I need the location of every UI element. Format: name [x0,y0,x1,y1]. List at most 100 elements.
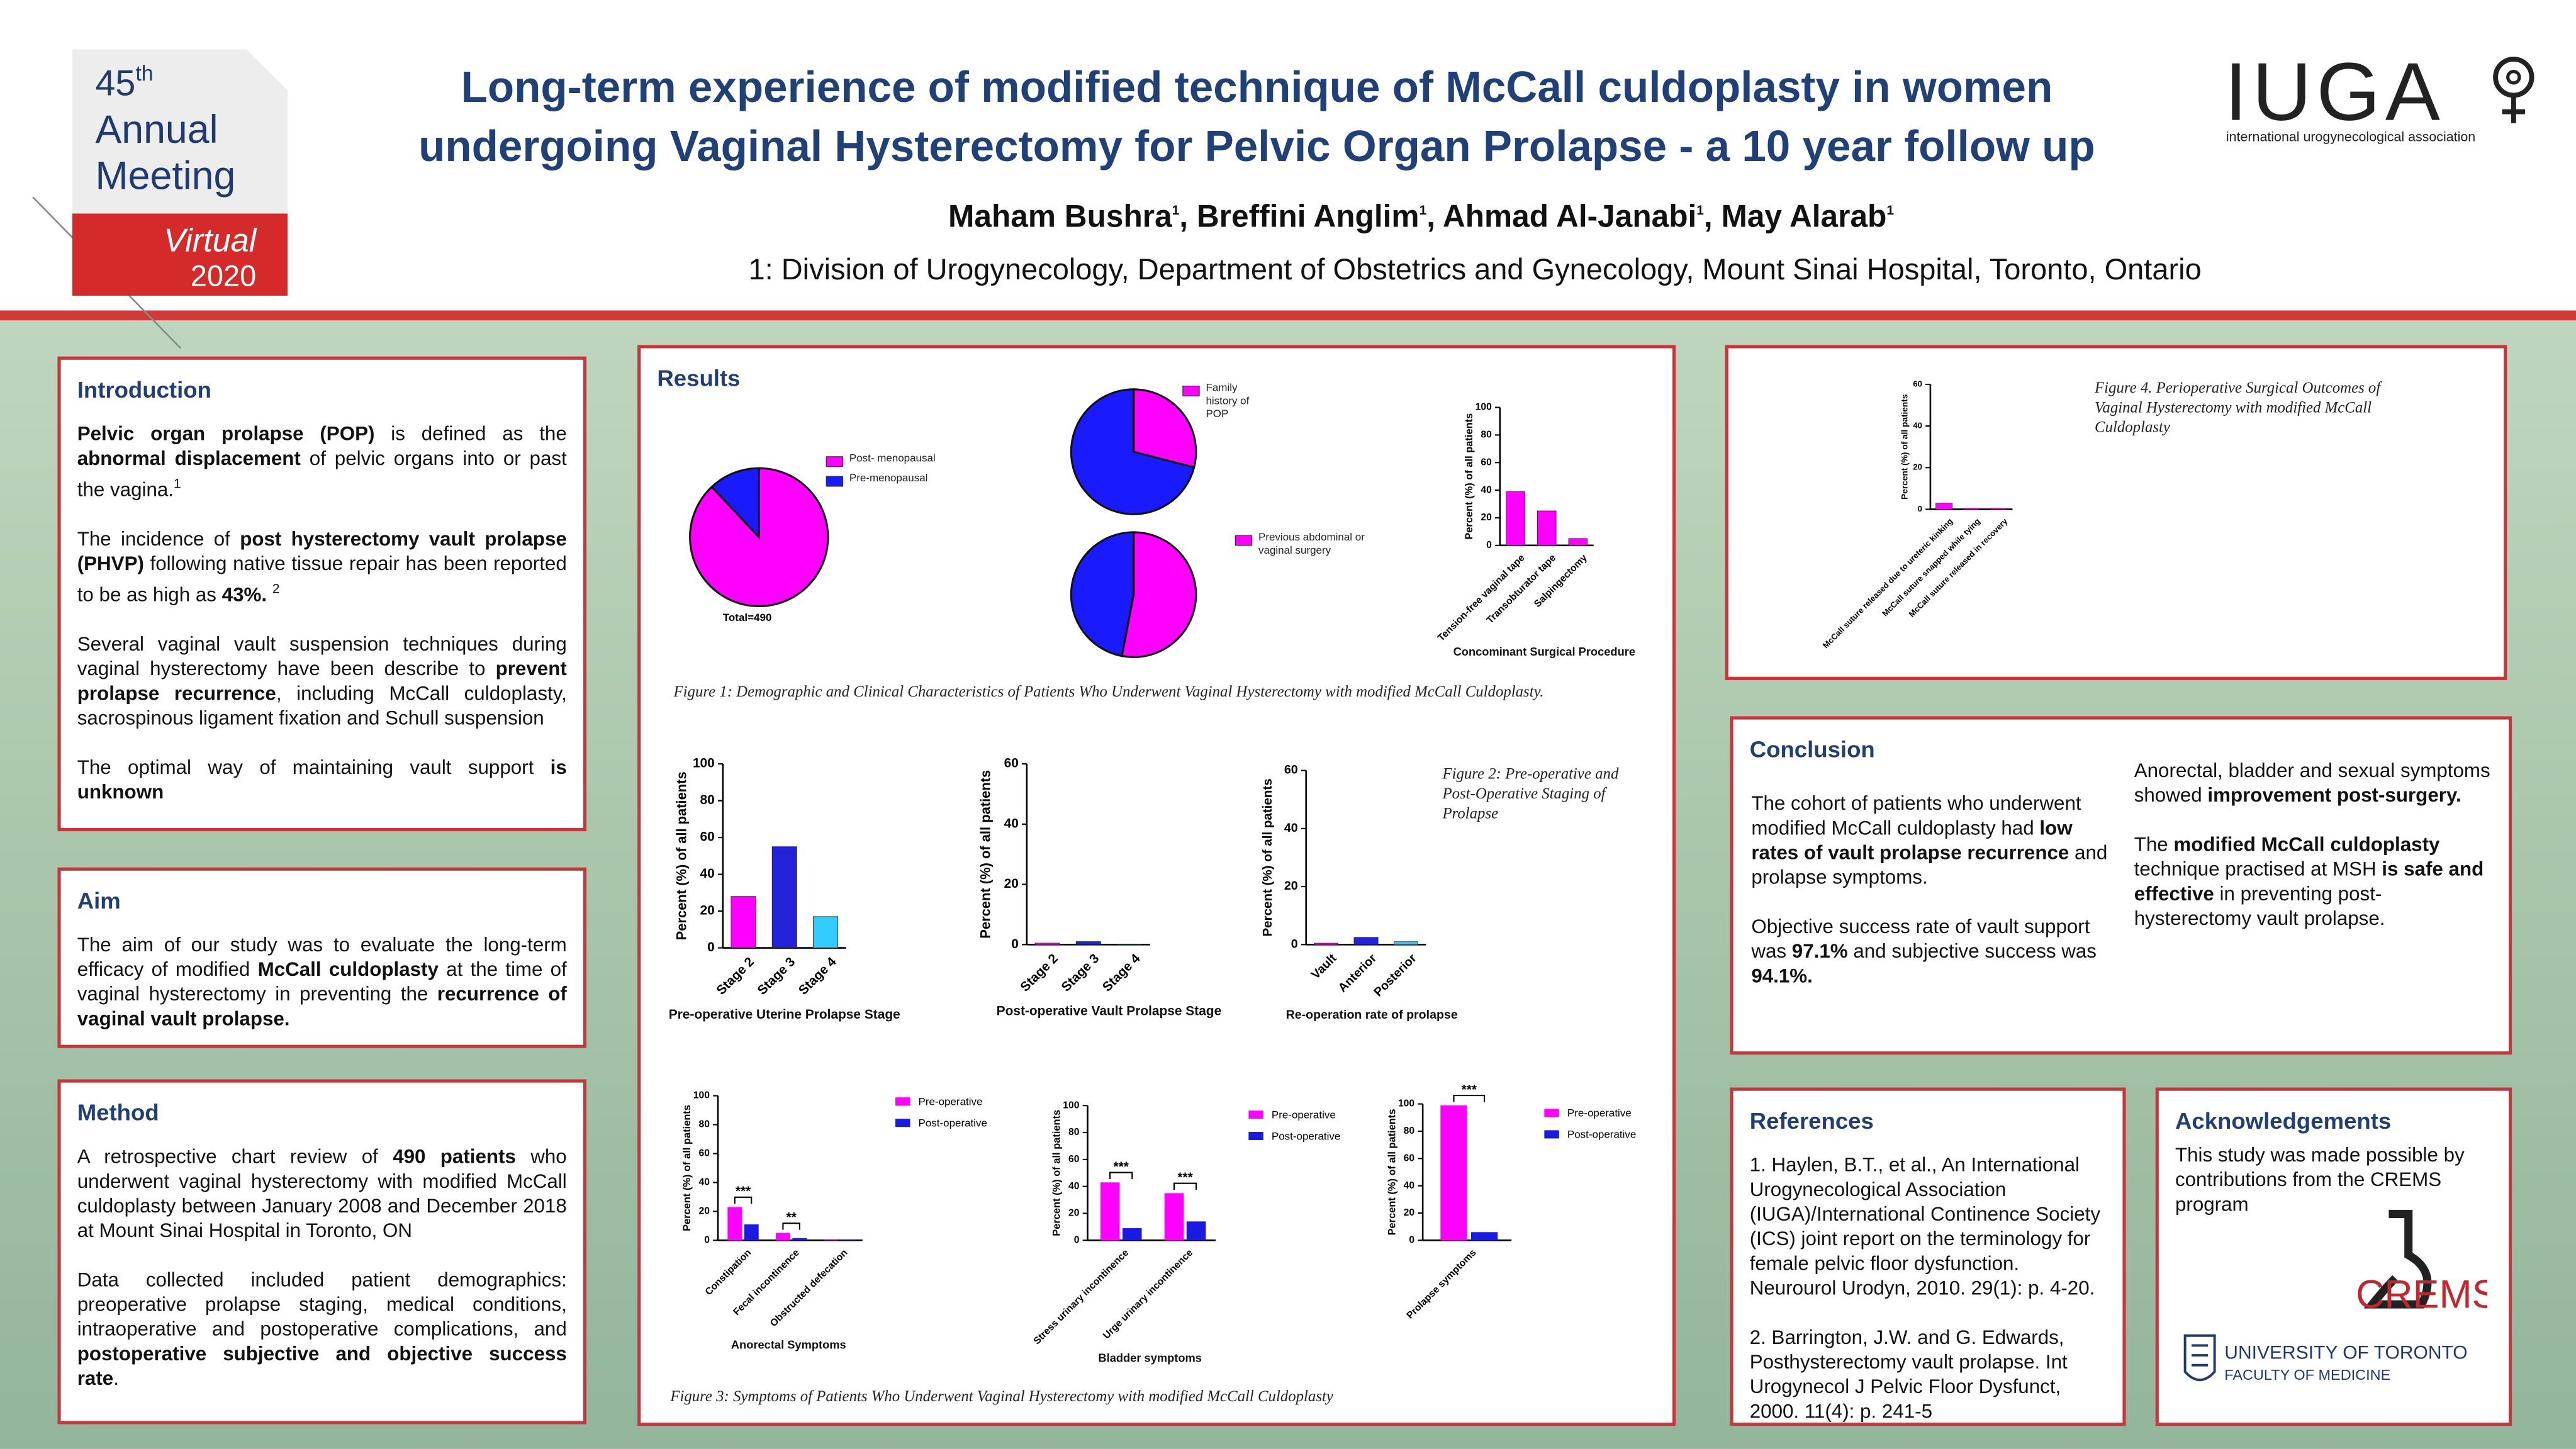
crems-text: CREMS [2356,1272,2487,1316]
section-heading: Method [77,1099,159,1126]
figure-caption: Figure 1: Demographic and Clinical Chara… [673,685,1544,702]
significance-bracket [1173,1182,1197,1190]
x-axis-title: Bladder symptoms [1098,1353,1202,1365]
legend-swatch [1544,1109,1559,1117]
pie-slice [710,467,760,540]
y-tick-label: 0 [1291,937,1298,951]
bar [1990,508,2008,510]
text-run: , including McCall culdoplasty, sacrospi… [77,681,567,730]
legend-swatch [826,476,844,487]
text-run: Objective success rate of vault support … [1751,915,2090,963]
text-run: Pelvic organ prolapse (POP) [77,422,375,445]
introduction-text: Pelvic organ prolapse (POP) is defined a… [77,422,567,805]
section-heading: Aim [77,887,121,914]
y-axis-title: Percent (%) of all patients [673,771,689,940]
paragraph: The aim of our study was to evaluate the… [77,933,567,1032]
pie-slice [1121,531,1197,658]
text-run: Several vaginal vault suspension techniq… [77,632,567,680]
paragraph: The modified McCall culdoplasty techniqu… [2134,833,2499,932]
bar [731,896,756,948]
significance-label: *** [736,1184,751,1199]
superscript: 1 [174,476,181,491]
x-tick-label: Prolapse symptoms [1404,1247,1478,1321]
title-line: Long-term experience of modified techniq… [461,62,2053,112]
text-run: The cohort of patients who underwent mod… [1751,792,2081,840]
text-run: A retrospective chart review of [77,1144,393,1168]
logo-symbol [2502,95,2526,123]
section-heading: References [1749,1107,1874,1134]
bar [1075,941,1101,945]
crest-icon [2192,1344,2209,1367]
bar [1100,1182,1120,1241]
y-tick-label: 60 [1068,1154,1080,1165]
uoft-logo: UNIVERSITY OF TORONTO FACULTY OF MEDICIN… [2183,1334,2468,1383]
y-tick-label: 60 [1913,379,1922,388]
text-run: improvement post-surgery. [2207,783,2461,807]
iuga-logo: IUGA international urogynecological asso… [2224,46,2534,145]
x-tick-label: Posterior [1371,951,1420,1000]
y-tick-label: 20 [1913,462,1922,472]
microscope-icon [2363,1210,2432,1309]
text-run: low rates of vault prolapse recurrence [1751,816,2073,864]
paragraph: Pelvic organ prolapse (POP) is defined a… [77,422,567,503]
legend-swatch [1248,1111,1263,1119]
references-panel: References 1. Haylen, B.T., et al., An I… [1730,1087,2126,1426]
bar [727,1207,742,1241]
y-tick-label: 0 [1074,1234,1080,1245]
y-tick-label: 0 [704,1234,710,1245]
text-run: 97.1% [1791,939,1848,963]
y-tick-label: 100 [1476,402,1492,413]
y-axis-title: Percent (%) of all patients [681,1105,693,1231]
y-tick-label: 60 [1481,457,1492,467]
affiliation: 1: Division of Urogynecology, Department… [748,253,2202,286]
aim-panel: Aim The aim of our study was to evaluate… [57,867,587,1048]
y-tick-label: 40 [1913,421,1922,430]
bar [824,1239,839,1241]
significance-label: ** [786,1211,797,1225]
paragraph: A retrospective chart review of 490 pati… [77,1145,567,1244]
pie-slice [1070,388,1196,515]
superscript: 1 [1886,203,1894,218]
figure-caption: Figure 4. Perioperative Surgical Outcome… [2095,381,2381,437]
figure-caption: Figure 2: Pre-operative and Post-Operati… [1442,767,1619,824]
legend-label: Pre-operative [1272,1109,1336,1121]
legend-label: Post-operative [919,1117,987,1129]
conclusion-column: Anorectal, bladder and sexual symptoms s… [2134,759,2499,956]
method-panel: Method A retrospective chart review of 4… [57,1079,587,1424]
x-tick-label: Stage 4 [796,954,839,998]
superscript: 1 [1696,203,1704,218]
bar [1935,503,1953,510]
text-run: modified McCall culdoplasty [2173,832,2440,856]
legend-label: Post-operative [1272,1130,1340,1142]
acknowledgement-text: This study was made possible by contribu… [2175,1143,2465,1216]
significance-bracket [1109,1172,1133,1180]
y-tick-label: 0 [1011,937,1019,951]
figure4-panel [1725,345,2507,680]
bar [1122,1228,1142,1241]
y-axis-title: Percent (%) of all patients [1464,413,1475,540]
y-tick-label: 40 [1481,484,1492,495]
significance-label: *** [1114,1160,1129,1174]
logo-name: IUGA [2224,46,2445,138]
text-run: The aim of our study was to evaluate the… [77,933,567,981]
crest-icon [2183,1334,2216,1382]
text-run: Anorectal, bladder and sexual symptoms s… [2134,759,2490,807]
bar [792,1238,807,1241]
significance-label: *** [1177,1170,1193,1185]
legend-swatch [895,1097,910,1106]
significance-bracket [782,1222,800,1230]
section-heading: Introduction [77,376,211,403]
y-tick-label: 60 [1404,1153,1415,1163]
x-tick-label: Stage 3 [755,954,798,998]
bar [775,1233,790,1241]
badge-line2: Annual [95,108,218,152]
logo-tagline: international urogynecological associati… [2226,130,2475,145]
y-tick-label: 0 [1918,504,1922,513]
bar [813,916,839,948]
conclusion-column: The cohort of patients who underwent mod… [1751,792,2116,1014]
x-axis-title: Pre-operative Uterine Prolapse Stage [668,1007,900,1022]
bar [1394,941,1419,945]
legend-label: Pre-menopausal [849,473,928,485]
legend-swatch [1235,535,1253,546]
